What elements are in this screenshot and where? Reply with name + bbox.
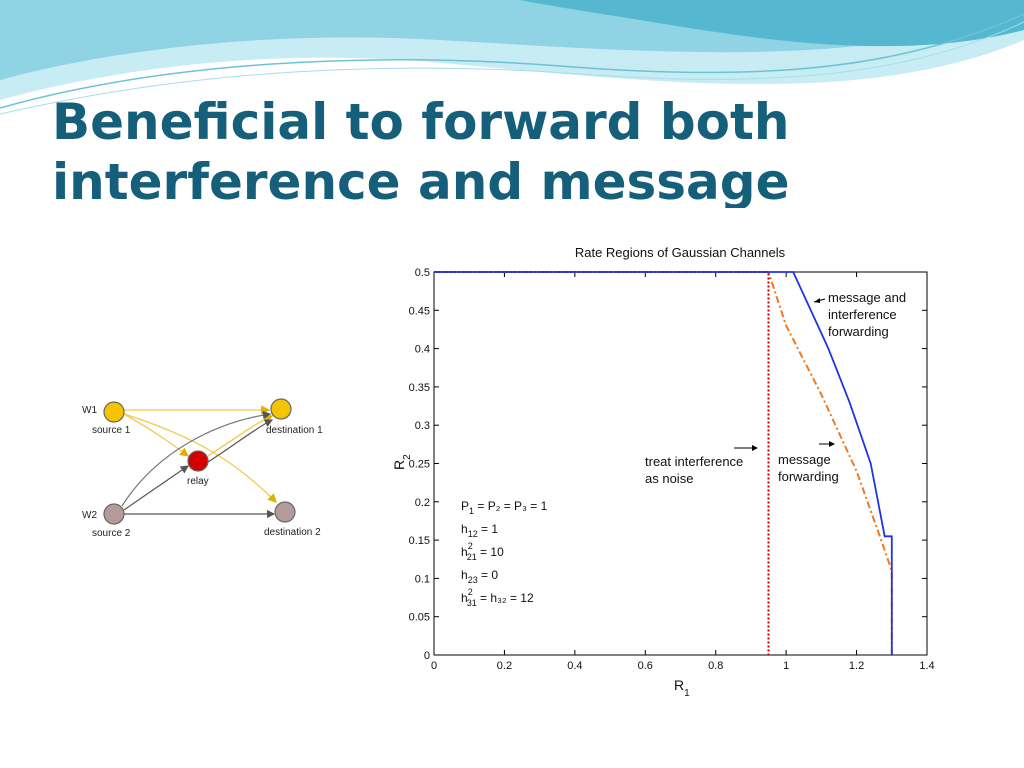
y-tick-label: 0.45 [409, 305, 430, 317]
node-source-1 [103, 401, 125, 423]
y-tick-label: 0.15 [409, 535, 430, 547]
plot-frame [433, 271, 928, 656]
param-sub: 1 [469, 506, 474, 516]
x-tick-label: 0.8 [708, 660, 723, 672]
label-source-2: source 2 [92, 528, 131, 539]
mf-label-line-2: forwarding [778, 469, 839, 484]
annotation-treat-interference: treat interference as noise [645, 445, 758, 486]
parameter-line: h2 31 = h₃₂ = 12 [461, 587, 534, 608]
annotation-mi-forwarding: message and interference forwarding [813, 290, 906, 339]
x-tick-label: 1.4 [919, 660, 934, 672]
node-destination-1 [270, 398, 292, 420]
y-tick-label: 0.2 [415, 497, 430, 509]
y-tick-label: 0.1 [415, 573, 430, 585]
link-relay-d1-b [207, 419, 274, 463]
link-s2-d1 [121, 410, 272, 507]
label-relay: relay [187, 476, 209, 487]
y-tick-label: 0.5 [415, 267, 430, 279]
title-line-2: interference and message [52, 153, 790, 208]
mi-label-line-2: interference [828, 307, 897, 322]
label-destination-1: destination 1 [266, 425, 323, 436]
y-axis-label-sub: 2 [402, 454, 413, 460]
param-sub: 21 [467, 552, 477, 562]
rate-region-chart: Rate Regions of Gaussian Channels 0 0.2 0.… [391, 245, 935, 698]
y-tick-label: 0.4 [415, 344, 430, 356]
tin-label-line-1: treat interference [645, 454, 743, 469]
label-destination-2: destination 2 [264, 527, 321, 538]
param-value: = 10 [477, 545, 504, 559]
y-tick-label: 0.35 [409, 382, 430, 394]
mi-arrow-head [814, 298, 820, 303]
x-axis-label: R1 [674, 677, 690, 698]
link-s1-relay [123, 413, 190, 457]
axis-ticks: 0 0.2 0.4 0.6 0.8 1 1.2 1.4 0 0.05 0.1 0.15 0.2 0.25 0… [409, 267, 935, 672]
x-tick-label: 1.2 [849, 660, 864, 672]
header-wave-decoration [0, 0, 1024, 115]
mf-arrow-head [829, 441, 835, 447]
wave-line-2 [0, 21, 1024, 115]
param-base: h [461, 522, 468, 536]
title-line-1: Beneficial to forward both [52, 93, 790, 151]
tin-arrow-head [752, 445, 758, 451]
annotation-message-forwarding: message forwarding [778, 441, 839, 484]
chart-title: Rate Regions of Gaussian Channels [575, 245, 786, 260]
tin-label-line-2: as noise [645, 471, 693, 486]
slide-title: Beneficial to forward both interference … [52, 92, 952, 208]
param-sub: 23 [468, 575, 478, 585]
x-tick-label: 0.2 [497, 660, 512, 672]
param-sub: 12 [468, 529, 478, 539]
mi-label-line-3: forwarding [828, 324, 889, 339]
node-source-2 [103, 503, 125, 525]
node-relay [187, 450, 209, 472]
param-base: P [461, 499, 469, 513]
series-line-treat-interference-as-noise [434, 271, 770, 655]
link-s1-d2 [123, 413, 277, 503]
x-tick-label: 0.4 [567, 660, 582, 672]
parameter-line: h23 = 0 [461, 568, 498, 585]
series-line-message-forwarding [434, 271, 893, 655]
y-tick-label: 0.3 [415, 420, 430, 432]
link-relay-d1 [207, 415, 274, 457]
param-value: = h₃₂ = 12 [477, 591, 534, 605]
mf-label-line-1: message [778, 452, 831, 467]
x-axis-label-sub: 1 [684, 688, 690, 699]
link-s2-relay [123, 465, 189, 511]
series-group [434, 271, 893, 655]
y-tick-label: 0.25 [409, 459, 430, 471]
param-base: h [461, 568, 468, 582]
x-tick-label: 0 [431, 660, 437, 672]
param-value: = P₂ = P₃ = 1 [474, 499, 548, 513]
wave-band-dark [520, 0, 1024, 47]
relay-network-diagram: W1 source 1 W2 source 2 relay destinatio… [82, 398, 323, 539]
x-tick-label: 0.6 [638, 660, 653, 672]
param-value: = 0 [478, 568, 499, 582]
series-line-message-and-interference-forwarding [434, 271, 893, 655]
parameter-line: P1 = P₂ = P₃ = 1 [461, 499, 548, 516]
wave-line-1 [0, 13, 1024, 109]
label-w2: W2 [82, 510, 97, 521]
x-tick-label: 1 [783, 660, 789, 672]
y-tick-label: 0.05 [409, 612, 430, 624]
label-w1: W1 [82, 405, 97, 416]
param-base: h [461, 591, 468, 605]
node-destination-2 [274, 501, 296, 523]
param-sup: 2 [468, 587, 473, 597]
param-base: h [461, 545, 468, 559]
parameter-line: h12 = 1 [461, 522, 498, 539]
param-value: = 1 [478, 522, 499, 536]
param-sup: 2 [468, 541, 473, 551]
label-source-1: source 1 [92, 425, 131, 436]
parameter-line: h2 21 = 10 [461, 541, 504, 562]
param-sub: 31 [467, 598, 477, 608]
mi-label-line-1: message and [828, 290, 906, 305]
y-tick-label: 0 [424, 650, 430, 662]
